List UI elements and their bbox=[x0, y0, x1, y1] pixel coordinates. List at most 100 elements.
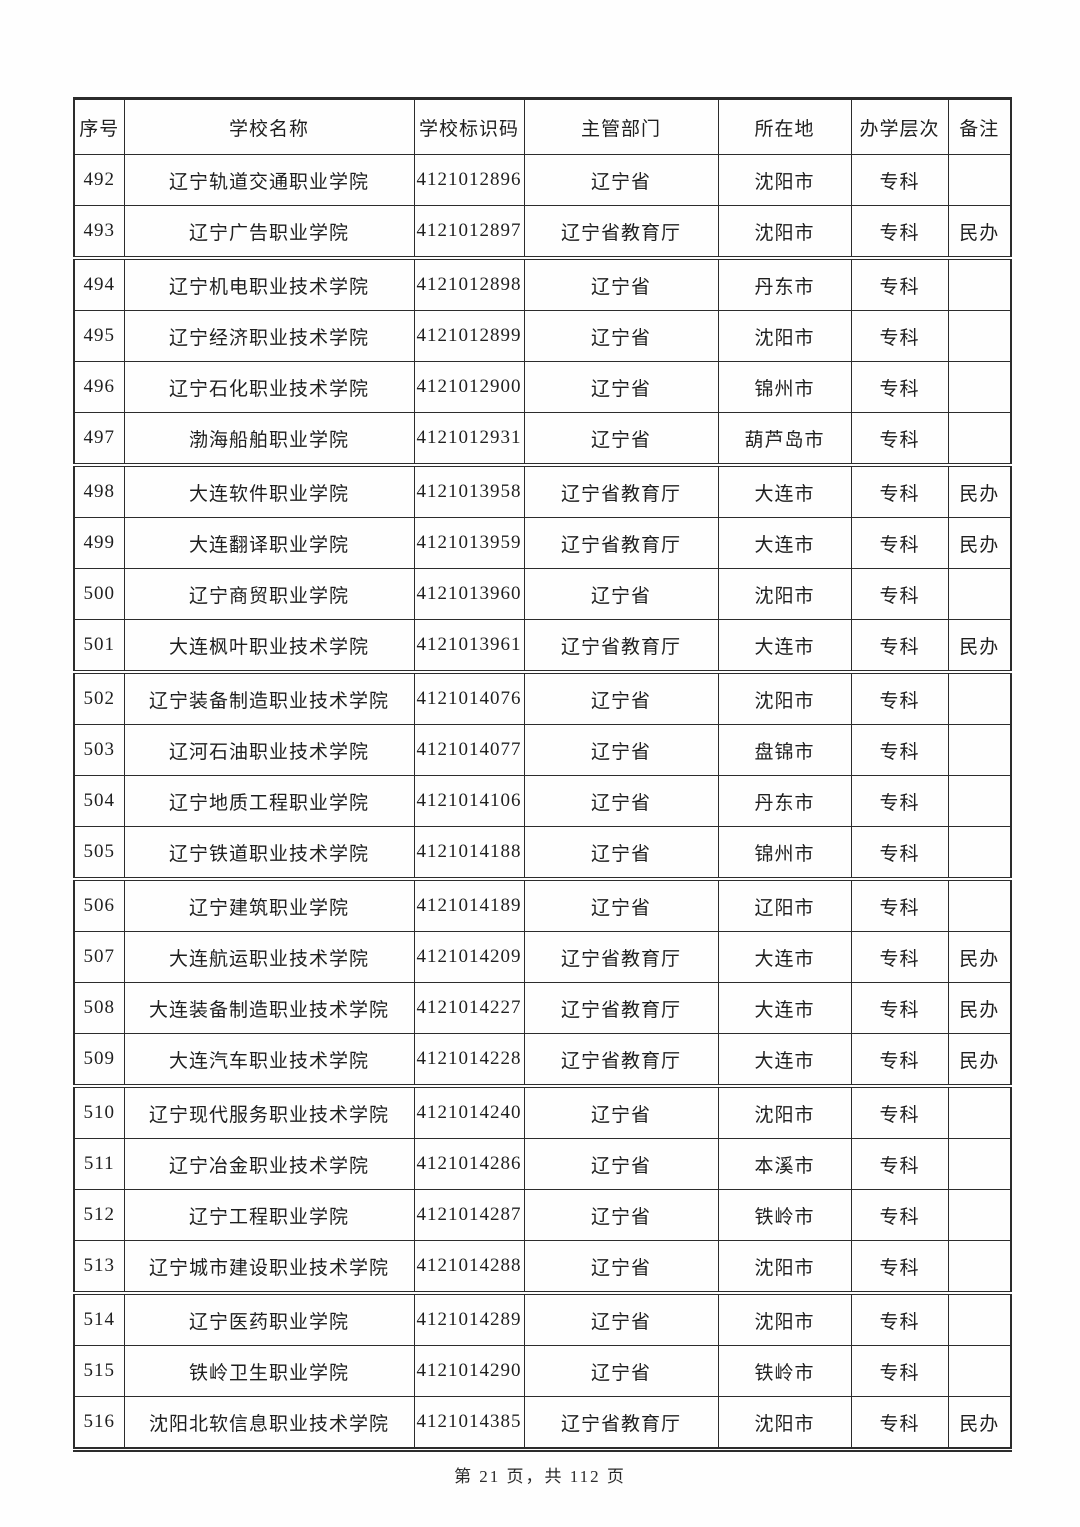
cell-remark: 民办 bbox=[947, 205, 1012, 259]
cell-school-code: 4121014209 bbox=[413, 931, 525, 983]
cell-level: 专科 bbox=[850, 877, 949, 932]
cell-location: 大连市 bbox=[717, 931, 852, 983]
cell-remark bbox=[947, 1138, 1012, 1190]
cell-level: 专科 bbox=[850, 205, 949, 259]
cell-supervisor: 辽宁省 bbox=[523, 1138, 719, 1190]
cell-supervisor: 辽宁省 bbox=[523, 256, 719, 311]
cell-remark: 民办 bbox=[947, 1396, 1012, 1450]
cell-level: 专科 bbox=[850, 517, 949, 569]
cell-school-name: 辽宁现代服务职业技术学院 bbox=[123, 1084, 415, 1139]
cell-location: 锦州市 bbox=[717, 826, 852, 880]
table-body: 492 辽宁轨道交通职业学院 4121012896 辽宁省 沈阳市 专科 493 辽宁广告职业… bbox=[73, 154, 1012, 1450]
table-row: 508 大连装备制造职业技术学院 4121014227 辽宁省教育厅 大连市 专科 民办 bbox=[73, 982, 1012, 1034]
cell-remark bbox=[947, 775, 1012, 827]
cell-school-code: 4121014077 bbox=[413, 724, 525, 776]
cell-level: 专科 bbox=[850, 361, 949, 413]
table-row: 499 大连翻译职业学院 4121013959 辽宁省教育厅 大连市 专科 民办 bbox=[73, 517, 1012, 569]
cell-level: 专科 bbox=[850, 724, 949, 776]
cell-school-name: 辽宁医药职业学院 bbox=[123, 1291, 415, 1346]
cell-index: 506 bbox=[73, 877, 125, 932]
page-number-footer: 第 21 页，共 112 页 bbox=[454, 1467, 626, 1486]
cell-index: 501 bbox=[73, 619, 125, 673]
cell-remark: 民办 bbox=[947, 517, 1012, 569]
cell-location: 大连市 bbox=[717, 982, 852, 1034]
cell-level: 专科 bbox=[850, 670, 949, 725]
cell-supervisor: 辽宁省 bbox=[523, 361, 719, 413]
cell-level: 专科 bbox=[850, 1396, 949, 1450]
cell-level: 专科 bbox=[850, 1138, 949, 1190]
cell-supervisor: 辽宁省 bbox=[523, 1084, 719, 1139]
table-row: 501 大连枫叶职业技术学院 4121013961 辽宁省教育厅 大连市 专科 民办 bbox=[73, 619, 1012, 673]
cell-index: 498 bbox=[73, 463, 125, 518]
cell-remark: 民办 bbox=[947, 1033, 1012, 1087]
cell-school-code: 4121014286 bbox=[413, 1138, 525, 1190]
table-row: 516 沈阳北软信息职业技术学院 4121014385 辽宁省教育厅 沈阳市 专科 民办 bbox=[73, 1396, 1012, 1450]
cell-level: 专科 bbox=[850, 1189, 949, 1241]
cell-school-code: 4121012900 bbox=[413, 361, 525, 413]
cell-supervisor: 辽宁省 bbox=[523, 310, 719, 362]
cell-remark bbox=[947, 256, 1012, 311]
cell-index: 511 bbox=[73, 1138, 125, 1190]
cell-remark bbox=[947, 724, 1012, 776]
cell-school-code: 4121013960 bbox=[413, 568, 525, 620]
cell-location: 丹东市 bbox=[717, 256, 852, 311]
cell-index: 509 bbox=[73, 1033, 125, 1087]
cell-index: 496 bbox=[73, 361, 125, 413]
cell-level: 专科 bbox=[850, 154, 949, 206]
cell-index: 507 bbox=[73, 931, 125, 983]
cell-location: 沈阳市 bbox=[717, 670, 852, 725]
table-row: 509 大连汽车职业技术学院 4121014228 辽宁省教育厅 大连市 专科 民办 bbox=[73, 1033, 1012, 1087]
cell-school-code: 4121014240 bbox=[413, 1084, 525, 1139]
cell-level: 专科 bbox=[850, 1345, 949, 1397]
cell-school-code: 4121014289 bbox=[413, 1291, 525, 1346]
cell-school-code: 4121014227 bbox=[413, 982, 525, 1034]
column-header: 序号 bbox=[73, 98, 125, 155]
cell-supervisor: 辽宁省教育厅 bbox=[523, 517, 719, 569]
cell-index: 505 bbox=[73, 826, 125, 880]
cell-remark: 民办 bbox=[947, 931, 1012, 983]
cell-location: 沈阳市 bbox=[717, 1240, 852, 1294]
cell-level: 专科 bbox=[850, 931, 949, 983]
cell-school-name: 辽宁工程职业学院 bbox=[123, 1189, 415, 1241]
cell-school-name: 辽宁装备制造职业技术学院 bbox=[123, 670, 415, 725]
cell-school-code: 4121014287 bbox=[413, 1189, 525, 1241]
cell-remark bbox=[947, 412, 1012, 466]
cell-school-name: 辽宁冶金职业技术学院 bbox=[123, 1138, 415, 1190]
cell-remark: 民办 bbox=[947, 982, 1012, 1034]
cell-index: 502 bbox=[73, 670, 125, 725]
cell-school-code: 4121014288 bbox=[413, 1240, 525, 1294]
cell-school-code: 4121012899 bbox=[413, 310, 525, 362]
table-row: 507 大连航运职业技术学院 4121014209 辽宁省教育厅 大连市 专科 民办 bbox=[73, 931, 1012, 983]
cell-school-name: 大连翻译职业学院 bbox=[123, 517, 415, 569]
cell-school-name: 辽宁商贸职业学院 bbox=[123, 568, 415, 620]
cell-location: 盘锦市 bbox=[717, 724, 852, 776]
cell-index: 500 bbox=[73, 568, 125, 620]
table-row: 506 辽宁建筑职业学院 4121014189 辽宁省 辽阳市 专科 bbox=[73, 877, 1012, 932]
cell-supervisor: 辽宁省 bbox=[523, 1345, 719, 1397]
cell-location: 锦州市 bbox=[717, 361, 852, 413]
cell-school-code: 4121014228 bbox=[413, 1033, 525, 1087]
cell-index: 494 bbox=[73, 256, 125, 311]
cell-location: 沈阳市 bbox=[717, 1084, 852, 1139]
table-row: 498 大连软件职业学院 4121013958 辽宁省教育厅 大连市 专科 民办 bbox=[73, 463, 1012, 518]
cell-index: 510 bbox=[73, 1084, 125, 1139]
cell-school-name: 辽宁铁道职业技术学院 bbox=[123, 826, 415, 880]
cell-school-name: 辽宁建筑职业学院 bbox=[123, 877, 415, 932]
table-row: 502 辽宁装备制造职业技术学院 4121014076 辽宁省 沈阳市 专科 bbox=[73, 670, 1012, 725]
cell-level: 专科 bbox=[850, 826, 949, 880]
cell-school-code: 4121014106 bbox=[413, 775, 525, 827]
cell-school-name: 辽宁机电职业技术学院 bbox=[123, 256, 415, 311]
table-row: 492 辽宁轨道交通职业学院 4121012896 辽宁省 沈阳市 专科 bbox=[73, 154, 1012, 206]
cell-school-name: 辽宁城市建设职业技术学院 bbox=[123, 1240, 415, 1294]
cell-supervisor: 辽宁省 bbox=[523, 1240, 719, 1294]
table-row: 493 辽宁广告职业学院 4121012897 辽宁省教育厅 沈阳市 专科 民办 bbox=[73, 205, 1012, 259]
column-header: 学校名称 bbox=[123, 98, 415, 155]
header-row: 序号 学校名称 学校标识码 主管部门 所在地 办学层次 备注 bbox=[73, 98, 1012, 155]
cell-location: 葫芦岛市 bbox=[717, 412, 852, 466]
cell-index: 493 bbox=[73, 205, 125, 259]
school-list-table: 序号 学校名称 学校标识码 主管部门 所在地 办学层次 备注 492 辽宁轨道交通职业学院 41… bbox=[73, 97, 1012, 1452]
column-header: 办学层次 bbox=[850, 98, 949, 155]
cell-school-name: 辽宁地质工程职业学院 bbox=[123, 775, 415, 827]
cell-supervisor: 辽宁省 bbox=[523, 724, 719, 776]
